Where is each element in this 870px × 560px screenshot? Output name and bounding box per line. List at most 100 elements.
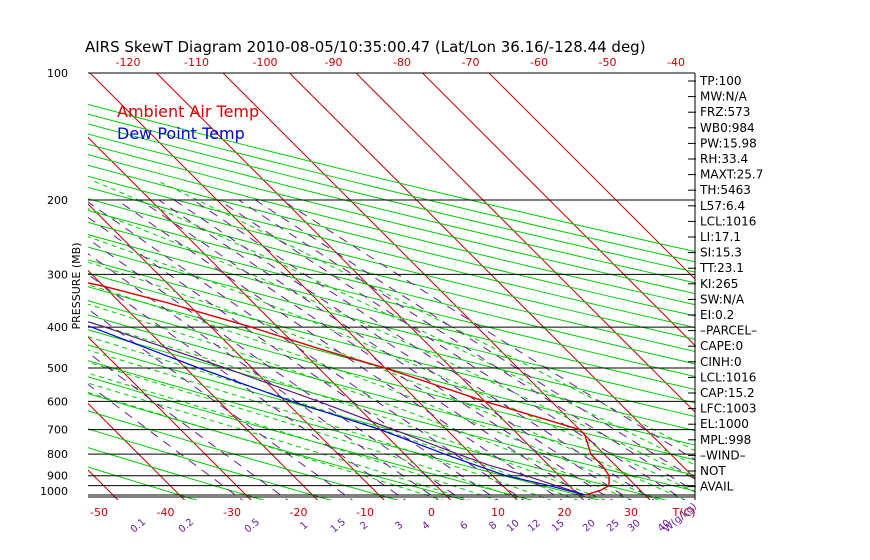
moist-adiabat-line	[88, 349, 552, 500]
mixing-ratio-label: 0.1	[129, 517, 148, 536]
isobar-lines	[88, 199, 695, 498]
top-temp-tick-label: -40	[667, 56, 685, 69]
bottom-temp-tick-label: -30	[223, 506, 241, 519]
dry-adiabat-line	[88, 447, 266, 500]
moist-adiabat-line	[88, 303, 633, 500]
isotherm-line	[89, 73, 518, 500]
top-temp-axis: -120 -110 -100 -90 -80 -70 -60 -50 -40	[116, 56, 685, 69]
bottom-temp-tick-label: -40	[157, 506, 175, 519]
bottom-temp-tick-label: -20	[290, 506, 308, 519]
index-label: CAPE:0	[700, 339, 743, 353]
bottom-temp-axis: -50 -40 -30 -20 -10 0 10 20 30 T(C)	[90, 506, 695, 519]
dry-adiabat-line	[88, 154, 695, 306]
top-temp-tick-label: -100	[253, 56, 278, 69]
mixing-ratio-line	[88, 238, 464, 500]
pressure-tick-label: 500	[47, 362, 68, 375]
dewpoint-temp-line	[88, 325, 586, 496]
pressure-tick-label: 600	[47, 395, 68, 408]
bottom-temp-tick-label: 30	[624, 506, 638, 519]
isotherm-line	[88, 269, 319, 500]
bottom-temp-tick-label: 20	[558, 506, 572, 519]
pressure-tick-label: 900	[47, 470, 68, 483]
dry-adiabat-line	[88, 133, 695, 284]
index-label: –PARCEL–	[700, 324, 757, 338]
index-label: WB0:984	[700, 121, 755, 135]
dry-adiabat-line	[88, 246, 695, 404]
moist-adiabat-line	[88, 391, 444, 500]
index-label: CAP:15.2	[700, 386, 755, 400]
pressure-tick-label: 1000	[40, 485, 68, 498]
mixing-ratio-label: 15	[550, 518, 567, 535]
legend: Ambient Air Temp Dew Point Temp	[117, 102, 259, 143]
index-label: EL:1000	[700, 417, 749, 431]
dry-adiabat-line	[88, 259, 695, 418]
isotherm-line	[0, 73, 55, 504]
index-label: LFC:1003	[700, 402, 757, 416]
moist-adiabat-line	[88, 261, 687, 500]
mixing-ratio-line	[281, 199, 695, 461]
dry-adiabat-line	[88, 286, 695, 446]
mixing-ratio-label: 1.5	[329, 517, 348, 536]
dry-adiabat-line	[88, 360, 601, 500]
legend-ambient-temp: Ambient Air Temp	[117, 102, 259, 121]
top-temp-tick-label: -80	[393, 56, 411, 69]
dry-adiabat-line	[88, 113, 695, 263]
top-temp-tick-label: -50	[599, 56, 617, 69]
isotherm-line	[156, 73, 585, 500]
pressure-tick-label: 700	[47, 424, 68, 437]
dry-adiabat-line	[88, 175, 695, 329]
index-label: SI:15.3	[700, 246, 742, 260]
mixing-ratio-label: 4	[420, 520, 432, 533]
chart-title: AIRS SkewT Diagram 2010-08-05/10:35:00.4…	[85, 38, 646, 56]
mixing-ratio-lines	[88, 199, 695, 500]
dry-adiabat-line	[88, 272, 695, 432]
bottom-temp-tick-label: 0	[428, 506, 435, 519]
bottom-temp-tick-label: 10	[491, 506, 505, 519]
moist-adiabat-line	[88, 361, 525, 500]
moist-adiabat-line	[156, 180, 695, 452]
dry-adiabat-line	[88, 164, 695, 317]
mixing-ratio-label: 1	[298, 520, 310, 533]
mixing-ratio-label: 8	[487, 520, 499, 533]
pressure-axis: 100 200 300 400 500 600 700 800 900 1000	[40, 67, 68, 498]
isotherm-line	[88, 402, 186, 500]
dry-adiabat-line	[88, 209, 695, 365]
isotherm-line	[88, 469, 119, 500]
moist-adiabat-line	[88, 284, 660, 500]
plot-area	[0, 73, 695, 504]
index-label: TT:23.1	[699, 261, 744, 275]
moist-adiabat-line	[88, 382, 471, 500]
temp-unit-label: T(C)	[672, 506, 696, 519]
mixing-ratio-label: 3	[393, 520, 405, 533]
dry-adiabat-line	[88, 123, 695, 273]
moist-adiabat-line	[88, 372, 498, 500]
mixing-ratio-label: 30	[626, 518, 643, 535]
dry-adiabat-line	[88, 221, 695, 378]
mixing-ratio-line	[218, 199, 686, 500]
index-label: EI:0.2	[700, 308, 734, 322]
index-label: KI:265	[700, 277, 738, 291]
mixing-ratio-line	[88, 352, 289, 500]
index-label: –WIND–	[700, 448, 746, 462]
isotherm-line	[488, 73, 695, 280]
index-label: SW:N/A	[700, 292, 745, 306]
top-temp-tick-label: -70	[462, 56, 480, 69]
index-label: MW:N/A	[700, 90, 748, 104]
pressure-tick-label: 300	[47, 268, 68, 281]
moist-adiabat-line	[88, 236, 695, 493]
index-label: RH:33.4	[700, 152, 748, 166]
index-label: PW:15.98	[700, 136, 757, 150]
bottom-temp-tick-label: -10	[356, 506, 374, 519]
mixing-ratio-label: 25	[605, 518, 622, 535]
index-label: L57:6.4	[700, 199, 745, 213]
index-label: LCL:1016	[700, 370, 756, 384]
mixing-ratio-line	[116, 199, 563, 500]
mixing-ratio-label: 20	[581, 518, 598, 535]
moist-adiabat-lines	[88, 180, 695, 500]
mixing-ratio-label: 12	[526, 518, 543, 535]
pressure-axis-label: PRESSURE (MB)	[70, 243, 83, 330]
mixing-ratio-line	[238, 199, 695, 493]
top-temp-tick-label: -60	[530, 56, 548, 69]
index-label: LCL:1016	[700, 214, 756, 228]
